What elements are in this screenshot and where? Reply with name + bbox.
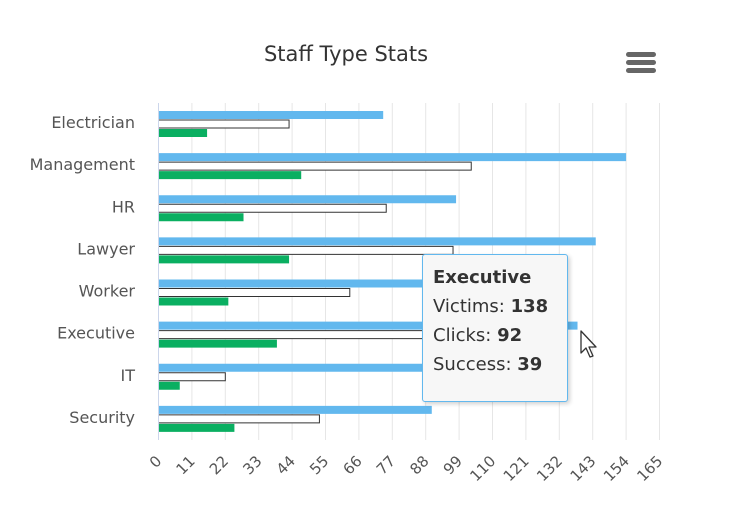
- x-tick-label: 11: [172, 452, 198, 478]
- x-tick-label: 143: [567, 452, 600, 485]
- bar-victims[interactable]: [158, 237, 596, 246]
- bar-clicks[interactable]: [158, 161, 472, 171]
- menu-bar-bottom: [626, 68, 656, 73]
- bar-clicks[interactable]: [158, 330, 439, 340]
- hamburger-menu-icon[interactable]: [624, 50, 658, 78]
- category-label: IT: [121, 366, 136, 385]
- bar-success[interactable]: [158, 297, 229, 306]
- category-label: HR: [112, 197, 135, 216]
- category-label: Management: [30, 155, 135, 174]
- bar-success[interactable]: [158, 171, 302, 180]
- category-labels: Electrician Management HR Lawyer Worker Execu…: [30, 113, 136, 427]
- category-label: Electrician: [51, 113, 135, 132]
- category-label: Worker: [79, 282, 136, 301]
- bar-success[interactable]: [158, 339, 277, 348]
- bar-victims[interactable]: [158, 279, 432, 288]
- bar-success[interactable]: [158, 381, 180, 390]
- x-tick-label: 99: [440, 452, 466, 478]
- tooltip-row-victims: Victims: 138: [433, 296, 557, 317]
- tooltip-value: 138: [510, 296, 549, 317]
- x-tick-label: 154: [600, 452, 633, 485]
- bar-victims[interactable]: [158, 195, 457, 204]
- bar-victims[interactable]: [158, 405, 432, 414]
- x-tick-label: 77: [373, 452, 399, 478]
- x-tick-labels: 0 11 22 33 44 55 66 77 88 99 110 121 132 143 154 165: [146, 452, 666, 485]
- x-tick-label: 55: [306, 452, 332, 478]
- tooltip: Executive Victims: 138 Clicks: 92 Succes…: [422, 254, 568, 402]
- category-label: Security: [69, 408, 135, 427]
- bar-clicks[interactable]: [158, 245, 454, 255]
- x-tick-label: 66: [339, 452, 365, 478]
- bar-victims[interactable]: [158, 111, 384, 119]
- bar-clicks[interactable]: [158, 414, 320, 424]
- x-tick-label: 0: [146, 452, 165, 471]
- category-label: Lawyer: [77, 239, 135, 258]
- chart-title: Staff Type Stats: [264, 42, 428, 66]
- bar-success[interactable]: [158, 213, 244, 222]
- bar-victims[interactable]: [158, 153, 627, 162]
- x-tick-label: 121: [500, 452, 533, 485]
- x-tick-label: 88: [406, 452, 432, 478]
- menu-bar-top: [626, 52, 656, 57]
- bar-success[interactable]: [158, 423, 235, 432]
- bar-success[interactable]: [158, 129, 208, 137]
- bar-clicks[interactable]: [158, 203, 387, 213]
- tooltip-row-success: Success: 39: [433, 354, 557, 375]
- bar-clicks[interactable]: [158, 372, 226, 382]
- bar-victims[interactable]: [158, 363, 454, 372]
- x-tick-label: 22: [206, 452, 232, 478]
- x-tick-label: 165: [633, 452, 666, 485]
- bar-clicks[interactable]: [158, 288, 351, 297]
- tooltip-row-clicks: Clicks: 92: [433, 325, 557, 346]
- tooltip-label: Victims:: [433, 296, 511, 317]
- menu-bar-middle: [626, 60, 656, 65]
- bar-clicks[interactable]: [158, 119, 290, 129]
- category-label: Executive: [57, 324, 135, 343]
- tooltip-label: Success:: [433, 354, 518, 375]
- tooltip-title: Executive: [433, 267, 532, 288]
- tooltip-value: 39: [517, 354, 543, 375]
- bar-victims[interactable]: [158, 321, 578, 330]
- x-tick-label: 132: [533, 452, 566, 485]
- mouse-pointer-icon: [580, 330, 597, 358]
- x-tick-label: 110: [466, 452, 499, 485]
- bar-success[interactable]: [158, 255, 290, 264]
- tooltip-value: 92: [497, 325, 523, 346]
- tooltip-label: Clicks:: [433, 325, 498, 346]
- x-tick-label: 33: [239, 452, 265, 478]
- x-tick-label: 44: [273, 452, 299, 478]
